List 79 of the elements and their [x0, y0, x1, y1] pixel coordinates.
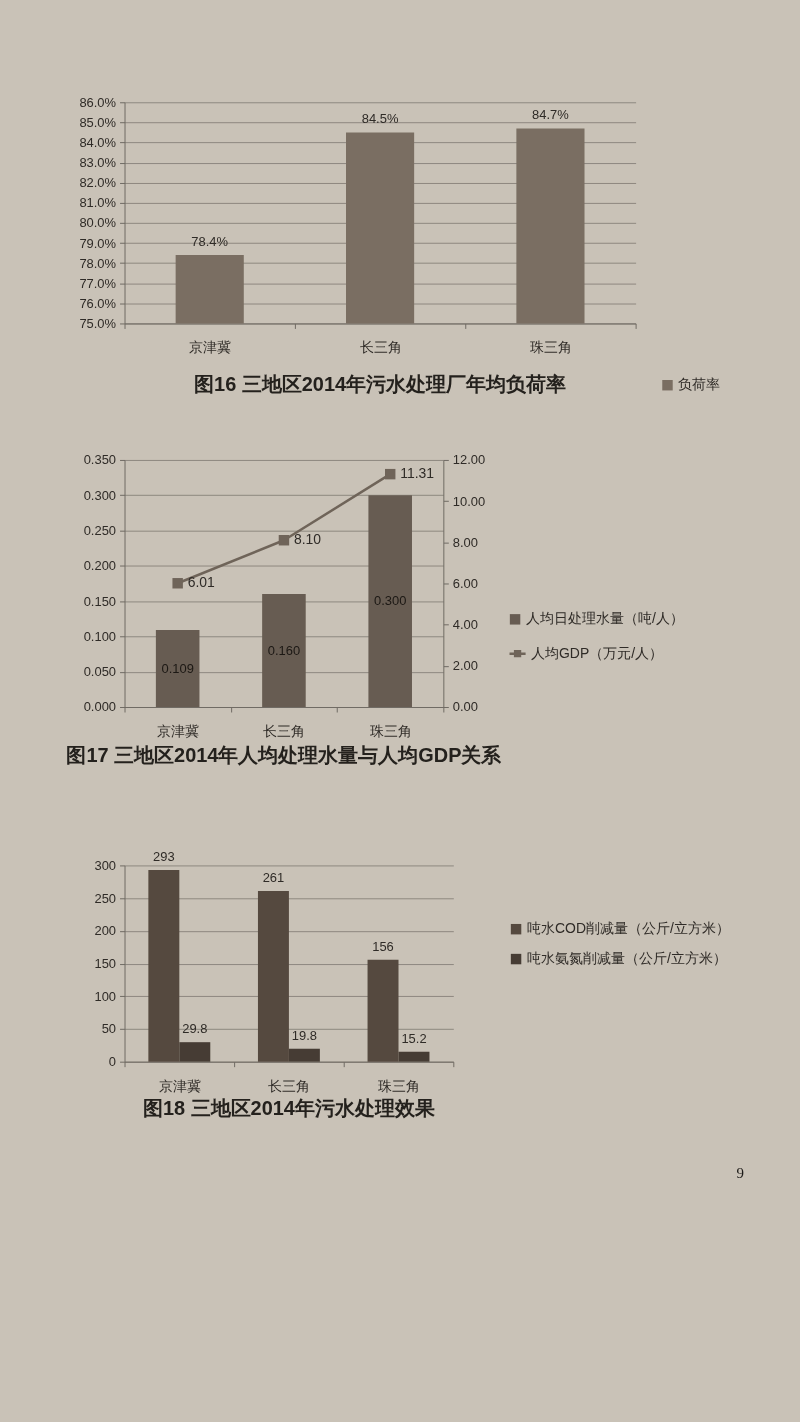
legend-label: 负荷率: [678, 376, 721, 393]
bar: [288, 1048, 320, 1062]
bar: [148, 870, 180, 1062]
y-tick-label: 80.0%: [79, 215, 117, 231]
legend-label: 吨水COD削减量（公斤/立方米）: [527, 920, 730, 937]
y-tick-label: 86.0%: [79, 94, 117, 110]
x-tick-label: 京津冀: [158, 1078, 201, 1095]
y-tick-label: 0.350: [83, 452, 117, 468]
x-tick-label: 长三角: [263, 723, 306, 740]
y2-tick-label: 4.00: [452, 617, 478, 633]
y2-tick-label: 2.00: [452, 658, 478, 674]
data-label: 84.7%: [532, 107, 570, 123]
y-tick-label: 300: [94, 857, 117, 873]
bar: [262, 594, 306, 708]
bar: [257, 890, 289, 1062]
x-tick-label: 长三角: [268, 1078, 311, 1095]
bar: [179, 1042, 211, 1062]
data-label: 293: [153, 849, 175, 865]
data-label: 261: [262, 869, 285, 885]
bar: [367, 959, 399, 1062]
y-tick-label: 0.300: [83, 487, 117, 503]
y-tick-label: 0.250: [83, 523, 117, 539]
y-tick-label: 0.000: [83, 699, 117, 715]
x-tick-label: 珠三角: [369, 723, 412, 740]
y-tick-label: 0.100: [83, 628, 117, 644]
y-tick-label: 78.0%: [79, 255, 117, 271]
legend-label: 人均日处理水量（吨/人）: [526, 610, 684, 627]
y-tick-label: 0: [108, 1054, 117, 1070]
data-label: 156: [372, 938, 394, 954]
text: 图17 三地区2014年人均处理水量与人均GDP关系: [66, 743, 503, 766]
y-tick-label: 0.150: [83, 593, 117, 609]
legend-label: 吨水氨氮削减量（公斤/立方米）: [527, 950, 727, 967]
y2-tick-label: 12.00: [452, 452, 486, 468]
x-tick-label: 京津冀: [189, 338, 232, 355]
y-tick-label: 0.050: [83, 664, 117, 680]
x-tick-label: 珠三角: [529, 338, 572, 355]
y-tick-label: 250: [94, 890, 117, 906]
y-tick-label: 81.0%: [79, 195, 117, 211]
y-tick-label: 77.0%: [79, 275, 117, 291]
y-tick-label: 0.200: [83, 558, 117, 574]
y-tick-label: 79.0%: [79, 235, 117, 251]
y-tick-label: 100: [94, 988, 117, 1004]
y-tick-label: 76.0%: [79, 295, 117, 311]
data-label: 6.01: [187, 574, 215, 591]
data-label: 0.300: [374, 593, 407, 609]
legend-label: 人均GDP（万元/人）: [531, 644, 664, 661]
data-label: 29.8: [182, 1021, 208, 1037]
bar: [398, 1051, 430, 1062]
y-tick-label: 83.0%: [79, 155, 117, 171]
data-label: 11.31: [400, 465, 435, 482]
point: [384, 468, 396, 480]
bar: [155, 630, 200, 708]
y2-tick-label: 8.00: [452, 534, 478, 550]
y2-tick-label: 0.00: [452, 699, 478, 715]
y-tick-label: 200: [94, 923, 117, 939]
data-label: 78.4%: [191, 234, 229, 250]
y-tick-label: 85.0%: [79, 114, 117, 130]
x-tick-label: 长三角: [359, 338, 402, 355]
y2-tick-label: 6.00: [452, 575, 478, 591]
point: [172, 578, 183, 589]
y-tick-label: 150: [94, 956, 117, 972]
data-label: 0.109: [161, 660, 194, 676]
point: [278, 535, 290, 546]
data-label: 8.10: [293, 531, 322, 548]
text: 图16 三地区2014年污水处理厂年均负荷率: [194, 373, 567, 396]
data-label: 15.2: [401, 1030, 427, 1046]
y-tick-label: 84.0%: [79, 134, 117, 150]
data-label: 84.5%: [361, 111, 399, 127]
text: 图18 三地区2014年污水处理效果: [142, 1097, 436, 1120]
x-tick-label: 京津冀: [157, 723, 200, 740]
data-label: 19.8: [291, 1027, 317, 1043]
text: 9: [736, 1165, 744, 1182]
x-tick-label: 珠三角: [378, 1078, 420, 1095]
data-label: 0.160: [267, 642, 301, 658]
bar: [368, 495, 412, 708]
y-tick-label: 75.0%: [79, 315, 117, 331]
y2-tick-label: 10.00: [452, 493, 486, 509]
y-tick-label: 50: [101, 1021, 117, 1037]
y-tick-label: 82.0%: [79, 175, 117, 191]
